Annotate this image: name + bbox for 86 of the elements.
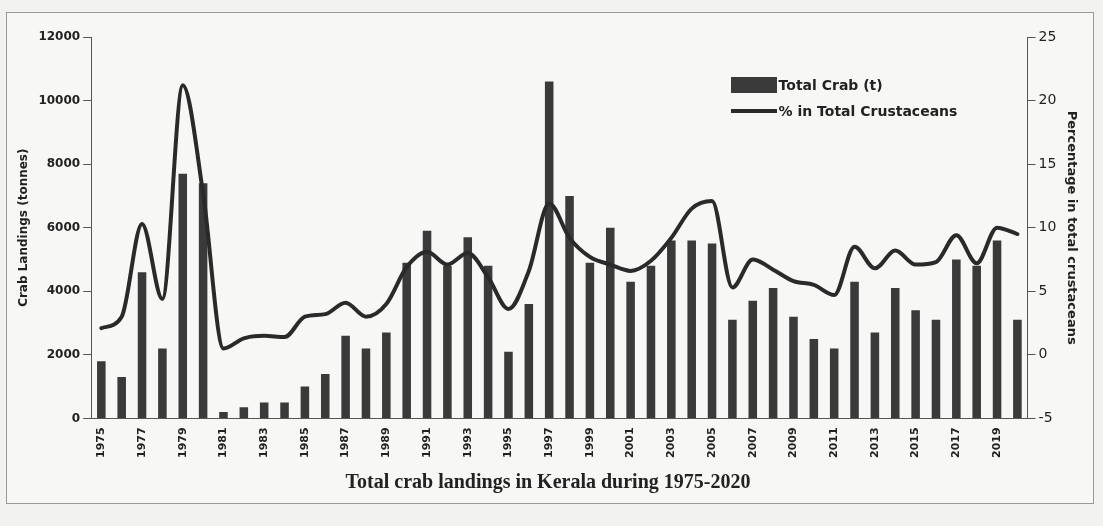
- bar: [728, 319, 737, 418]
- x-tick-label: 1975: [94, 427, 108, 459]
- bar: [463, 237, 473, 418]
- bar: [158, 348, 167, 418]
- bar: [748, 300, 758, 418]
- y-tick-label: 12000: [38, 29, 81, 44]
- bar: [341, 335, 350, 418]
- y2-tick-label: 0: [1038, 345, 1048, 362]
- bar: [707, 243, 717, 418]
- bar: [829, 348, 839, 418]
- x-tick-label: 2017: [949, 427, 963, 459]
- bar: [585, 262, 595, 418]
- bar: [667, 240, 676, 418]
- bar: [382, 332, 391, 418]
- y2-tick-label: 20: [1038, 91, 1057, 108]
- bar: [97, 361, 106, 418]
- y-tick-label: 4000: [46, 283, 81, 298]
- bar: [137, 272, 147, 418]
- bar: [402, 262, 411, 418]
- bar: [952, 259, 961, 418]
- y2-tick-label: 25: [1038, 27, 1057, 44]
- x-tick-label: 2015: [908, 427, 922, 459]
- x-tick-label: 1987: [338, 427, 352, 459]
- x-tick-label: 1995: [501, 427, 515, 459]
- x-tick-label: 1977: [134, 427, 148, 459]
- x-tick-label: 1989: [379, 427, 393, 459]
- x-tick-label: 1999: [582, 427, 596, 459]
- bar: [992, 240, 1002, 418]
- y-tick-label: 10000: [38, 92, 81, 107]
- y2-tick-label: -5: [1038, 409, 1053, 426]
- bar: [890, 288, 900, 418]
- bar: [565, 195, 574, 418]
- y2-tick-label: 5: [1038, 281, 1048, 298]
- bar: [850, 281, 859, 418]
- bar: [219, 412, 228, 418]
- bar: [117, 377, 126, 418]
- bar: [646, 265, 656, 418]
- bar: [931, 319, 941, 418]
- x-tick-label: 1991: [419, 427, 433, 459]
- y-tick-label: 6000: [46, 219, 81, 234]
- bar: [239, 407, 249, 418]
- bar: [687, 240, 696, 418]
- x-tick-label: 1993: [460, 427, 474, 459]
- y2-tick-label: 10: [1038, 218, 1057, 235]
- bar: [972, 265, 981, 418]
- x-tick-label: 1983: [257, 427, 271, 459]
- text: Total crab landings in Kerala during 1975-2020: [345, 470, 751, 494]
- bar: [280, 402, 289, 418]
- bar: [911, 310, 920, 418]
- bar: [870, 332, 880, 418]
- bar: [789, 316, 798, 418]
- y-tick-label: 0: [71, 410, 81, 425]
- x-tick-label: 2001: [623, 427, 637, 459]
- x-tick-label: 2003: [664, 427, 678, 459]
- bar: [259, 402, 269, 418]
- bar: [768, 288, 778, 418]
- bar: [320, 373, 330, 418]
- y2-axis-title: Percentage in total crustaceans: [1064, 110, 1080, 345]
- x-tick-label: 1985: [297, 427, 311, 459]
- x-tick-label: 1981: [216, 427, 230, 459]
- x-tick-label: 1979: [175, 427, 189, 459]
- legend-label: % in Total Crustaceans: [778, 103, 958, 119]
- bar: [361, 348, 371, 418]
- x-tick-label: 2005: [704, 427, 718, 459]
- x-tick-label: 2019: [989, 427, 1003, 459]
- y-axis-title: Crab Landings (tonnes): [16, 148, 31, 307]
- bar: [1013, 319, 1022, 418]
- legend-label: Total Crab (t): [778, 77, 883, 93]
- x-tick-label: 1997: [542, 427, 556, 459]
- y-tick-label: 2000: [46, 346, 81, 361]
- y-tick-label: 8000: [46, 156, 81, 171]
- x-tick-label: 2013: [867, 427, 881, 459]
- bar: [544, 81, 554, 418]
- x-tick-label: 2011: [827, 427, 841, 459]
- bar: [626, 281, 635, 418]
- bar: [178, 173, 188, 418]
- y2-tick-label: 15: [1038, 154, 1057, 171]
- bar: [443, 265, 452, 418]
- bar: [605, 227, 615, 418]
- bar: [809, 338, 819, 418]
- bar: [524, 303, 534, 418]
- bar: [422, 230, 432, 418]
- bar: [504, 351, 513, 418]
- x-tick-label: 2009: [786, 427, 800, 459]
- bar: [300, 386, 310, 418]
- x-tick-label: 2007: [745, 427, 759, 459]
